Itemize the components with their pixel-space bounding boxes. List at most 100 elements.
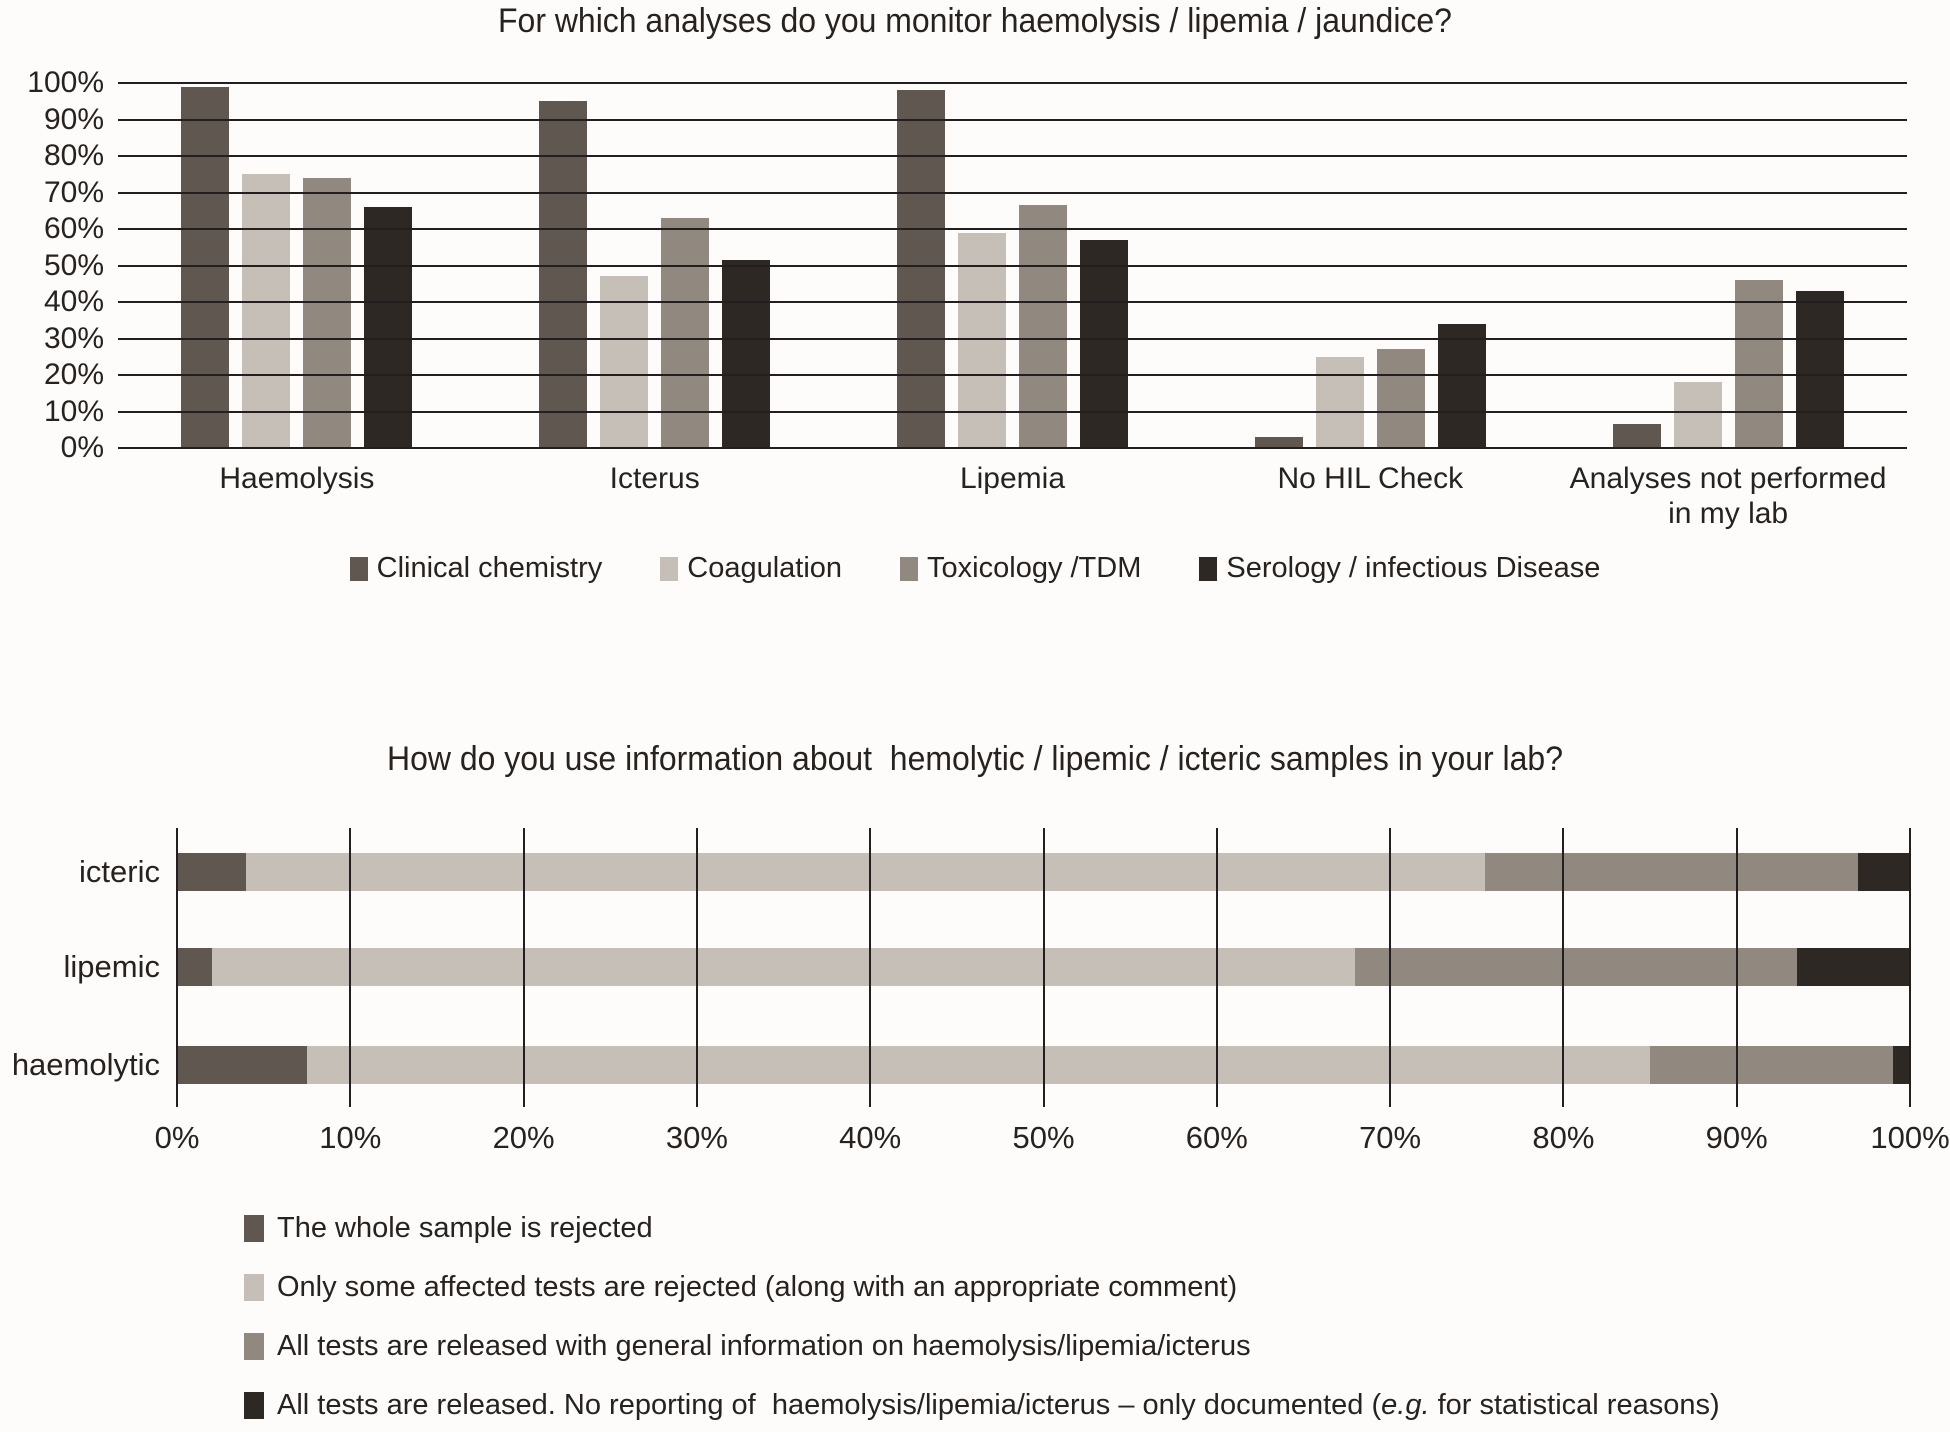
italic-text: e.g.: [1381, 1389, 1430, 1421]
y-tick-label: 40%: [43, 285, 104, 318]
x-tick-label: 30%: [665, 1120, 728, 1155]
gridline: [1215, 828, 1218, 1107]
y-tick-label: 20%: [43, 358, 104, 391]
bar: [1612, 424, 1661, 448]
y-tick-label: 0%: [60, 431, 104, 464]
legend-label: Only some affected tests are rejected (a…: [277, 1271, 1238, 1303]
legend-label: All tests are released with general info…: [277, 1330, 1251, 1362]
gridline: [869, 828, 872, 1107]
legend-item: All tests are released. No reporting of …: [244, 1389, 1720, 1422]
bar-segment: [1355, 948, 1798, 986]
chart1-category-axis: Haemolysis Icterus Lipemia No HIL Check Anal…: [118, 462, 1907, 531]
grouped-bar-plot: [118, 82, 1907, 449]
gridline: [118, 447, 1907, 449]
gridline: [118, 410, 1907, 413]
gridline: [118, 82, 1907, 84]
bar: [1376, 349, 1425, 448]
y-tick-label: 60%: [43, 212, 104, 245]
bar: [364, 207, 413, 448]
y-tick-label: 80%: [43, 139, 104, 172]
bar: [661, 218, 710, 448]
y-tick-label: 50%: [43, 248, 104, 282]
bar: [1734, 280, 1783, 448]
legend-item: Toxicology /TDM: [900, 552, 1141, 585]
legend-item: Clinical chemistry: [349, 552, 603, 585]
category-label: No HIL Check: [1277, 462, 1464, 495]
chart1-title: For which analyses do you monitor haemol…: [498, 2, 1452, 40]
legend-swatch: [900, 556, 919, 581]
bar-segment: [177, 948, 212, 986]
bar: [1019, 205, 1067, 448]
gridline: [176, 828, 178, 1107]
bar: [1315, 356, 1364, 448]
y-tick-label: 90%: [43, 102, 104, 136]
category-label: Icterus: [609, 462, 700, 495]
bar: [303, 177, 352, 448]
bar-segment: [1858, 853, 1910, 891]
x-tick-label: 90%: [1705, 1120, 1768, 1155]
y-tick-label: 10%: [43, 394, 104, 428]
x-tick-label: 0%: [154, 1120, 200, 1155]
bar-segment: [177, 853, 247, 891]
bar: [600, 276, 649, 448]
bar-segment: [246, 853, 1486, 891]
legend-swatch: [349, 556, 368, 581]
legend-label: Serology / infectious Disease: [1226, 552, 1601, 584]
gridline: [1562, 828, 1565, 1107]
gridline: [1389, 828, 1392, 1107]
x-tick-label: 70%: [1359, 1120, 1422, 1155]
bar: [1254, 437, 1303, 448]
gridline: [522, 828, 525, 1107]
legend-label: Toxicology /TDM: [927, 552, 1142, 584]
bar: [1080, 239, 1128, 448]
bar-segment: [1485, 853, 1858, 891]
legend-item: All tests are released with general info…: [244, 1330, 1720, 1363]
chart2-row-labels: icteric lipemic haemolytic: [0, 828, 160, 1107]
legend-swatch: [244, 1215, 264, 1242]
y-tick-label: 70%: [43, 175, 104, 209]
chart2-legend: The whole sample is rejected Only some af…: [244, 1212, 1720, 1432]
legend-item: Coagulation: [660, 552, 842, 585]
bar: [242, 174, 291, 448]
category-label: Analyses not performed in my lab: [1569, 462, 1887, 530]
gridline: [118, 118, 1907, 121]
bar-segment: [1797, 948, 1910, 986]
chart1-y-axis: 0% 10% 20% 30% 40% 50% 60% 70% 80% 90% 100%: [0, 66, 104, 464]
gridline: [118, 264, 1907, 267]
legend-label: Coagulation: [687, 552, 843, 584]
gridline: [118, 155, 1907, 157]
bar-segment: [1892, 1046, 1910, 1084]
bar: [722, 260, 771, 448]
row-label: icteric: [79, 854, 160, 889]
legend-item: The whole sample is rejected: [244, 1212, 1720, 1245]
x-tick-label: 10%: [319, 1120, 382, 1155]
stacked-bar: [177, 853, 1910, 891]
chart2-title: How do you use information about hemolyt…: [387, 740, 1563, 778]
bar-segment: [1650, 1046, 1893, 1084]
bar: [1437, 323, 1486, 448]
x-tick-label: 50%: [1012, 1120, 1075, 1155]
chart1-legend: Clinical chemistry Coagulation Toxicology …: [0, 552, 1950, 585]
row-label: lipemic: [63, 949, 160, 984]
gridline: [118, 228, 1907, 230]
legend-swatch: [660, 556, 679, 581]
category-label: Haemolysis: [219, 462, 375, 495]
bar-segment: [177, 1046, 307, 1084]
gridline: [118, 301, 1907, 303]
stacked-bar: [177, 948, 1910, 986]
category-label: Lipemia: [959, 462, 1066, 495]
bar-segment: [306, 1046, 1651, 1084]
x-tick-label: 100%: [1870, 1120, 1950, 1155]
gridline: [118, 374, 1907, 376]
chart2-x-axis: 0% 10% 20% 30% 40% 50% 60% 70% 80% 90% 100%: [155, 1120, 1950, 1160]
legend-label: Clinical chemistry: [376, 552, 603, 584]
x-tick-label: 20%: [492, 1120, 555, 1155]
legend-swatch: [1199, 556, 1218, 581]
bar-segment: [211, 948, 1356, 986]
bar: [897, 90, 945, 448]
legend-item: Only some affected tests are rejected (a…: [244, 1271, 1720, 1304]
bar: [1795, 291, 1844, 448]
legend-label: All tests are released. No reporting of …: [277, 1389, 1720, 1421]
gridline: [1735, 828, 1738, 1107]
bar: [181, 86, 230, 448]
